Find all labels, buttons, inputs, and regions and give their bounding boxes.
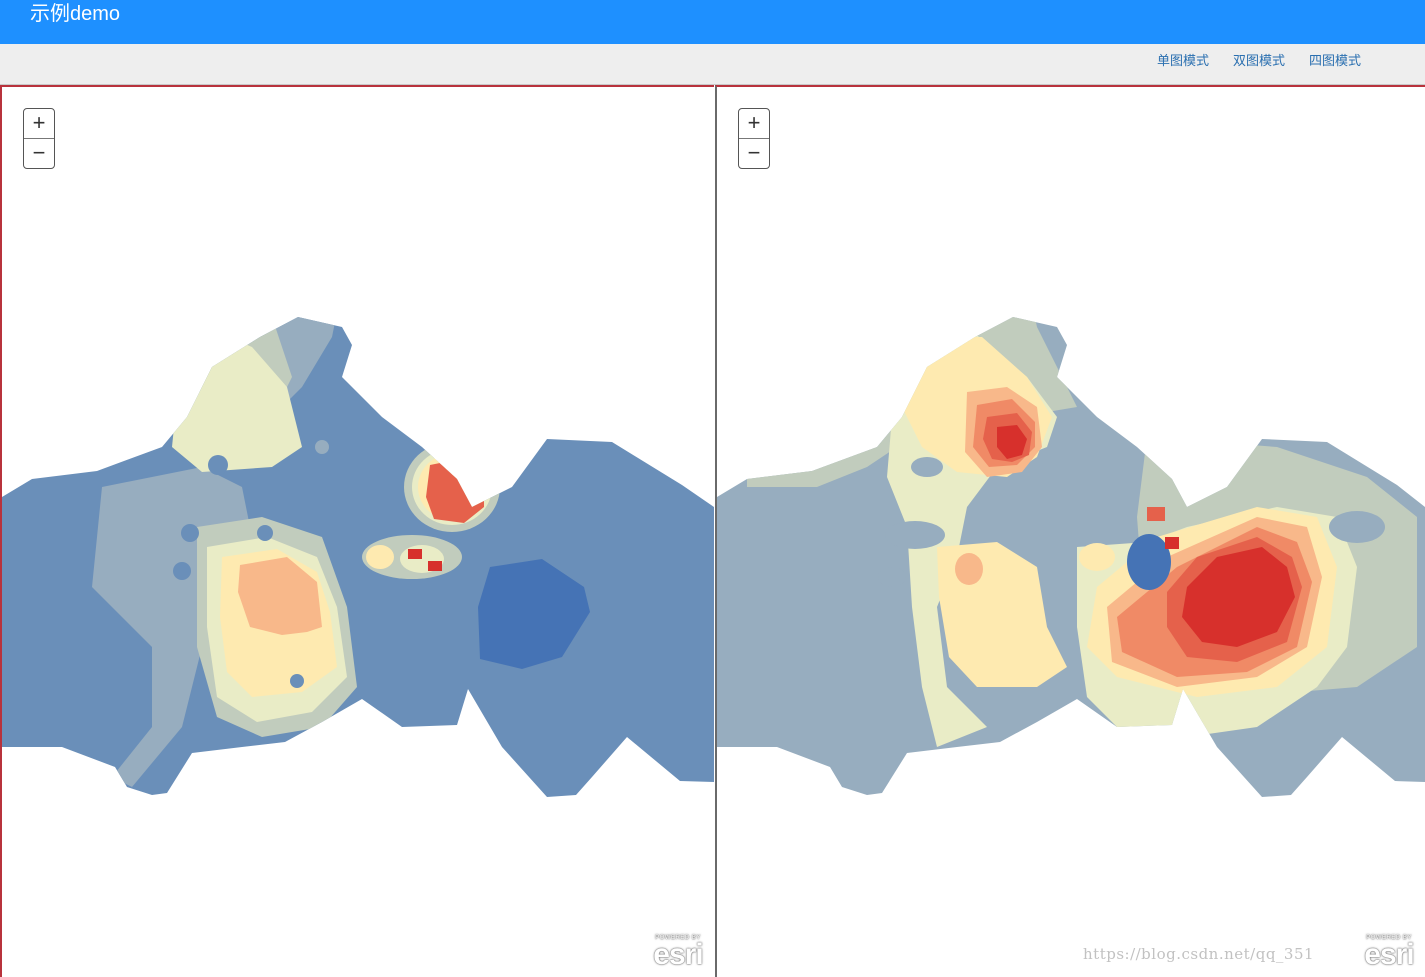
zone-peach-west [955, 553, 983, 585]
dual-map-mode-link[interactable]: 双图模式 [1232, 52, 1285, 68]
right-map-raster [717, 317, 1425, 797]
left-esri-powered: POWERED BY [655, 935, 701, 941]
right-zoom-control: + − [738, 108, 770, 169]
blob-b [181, 524, 199, 542]
blob-a [208, 455, 228, 475]
zone-peach-center [238, 557, 322, 635]
zone-dark-blue-east [478, 559, 590, 669]
zone-red-east [1182, 547, 1295, 647]
blob-e [1079, 543, 1115, 571]
blob-e [290, 674, 304, 688]
hotspot-small-red-a [408, 549, 422, 559]
zone-dark-blue-center [1127, 534, 1171, 590]
left-zoom-control: + − [23, 108, 55, 169]
hotspot-north-core [426, 459, 484, 523]
right-esri-name: esri [1364, 938, 1414, 971]
right-esri-logo[interactable]: POWERED BY esri [1359, 935, 1419, 971]
blob-d [173, 562, 191, 580]
mode-toolbar: 单图模式 双图模式 四图模式 [0, 44, 1425, 85]
zone-red-north [997, 425, 1027, 459]
app-header: 示例demo [0, 0, 1425, 44]
left-zoom-out-button[interactable]: − [24, 138, 54, 168]
app-title: 示例demo [30, 3, 121, 25]
left-map-raster [2, 317, 714, 797]
right-map-view[interactable]: + − POWERED BY esri [715, 85, 1425, 977]
hotspot-small-yellow [366, 545, 394, 569]
left-esri-logo[interactable]: POWERED BY esri [648, 935, 708, 971]
blob-a [911, 457, 943, 477]
blob-c [878, 567, 906, 587]
left-esri-name: esri [653, 938, 703, 971]
single-map-mode-link[interactable]: 单图模式 [1156, 52, 1209, 68]
left-map-view[interactable]: + − POWERED BY esri [0, 85, 714, 977]
blog-watermark: https://blog.csdn.net/qq_351 [1083, 945, 1315, 963]
hotspot-north-small-a [1147, 507, 1165, 521]
blob-b [885, 521, 945, 549]
left-zoom-in-button[interactable]: + [32, 110, 46, 135]
right-zoom-out-button[interactable]: − [739, 138, 769, 168]
hotspot-north-small-b [1165, 537, 1179, 549]
right-zoom-in-button[interactable]: + [747, 110, 761, 135]
hotspot-small-red-b [428, 561, 442, 571]
blob-d [1329, 511, 1385, 543]
mode-switcher: 单图模式 双图模式 四图模式 [1133, 44, 1361, 74]
blob-c [257, 525, 273, 541]
right-esri-powered: POWERED BY [1366, 935, 1412, 941]
blob-f [315, 440, 329, 454]
quad-map-mode-link[interactable]: 四图模式 [1308, 52, 1361, 68]
